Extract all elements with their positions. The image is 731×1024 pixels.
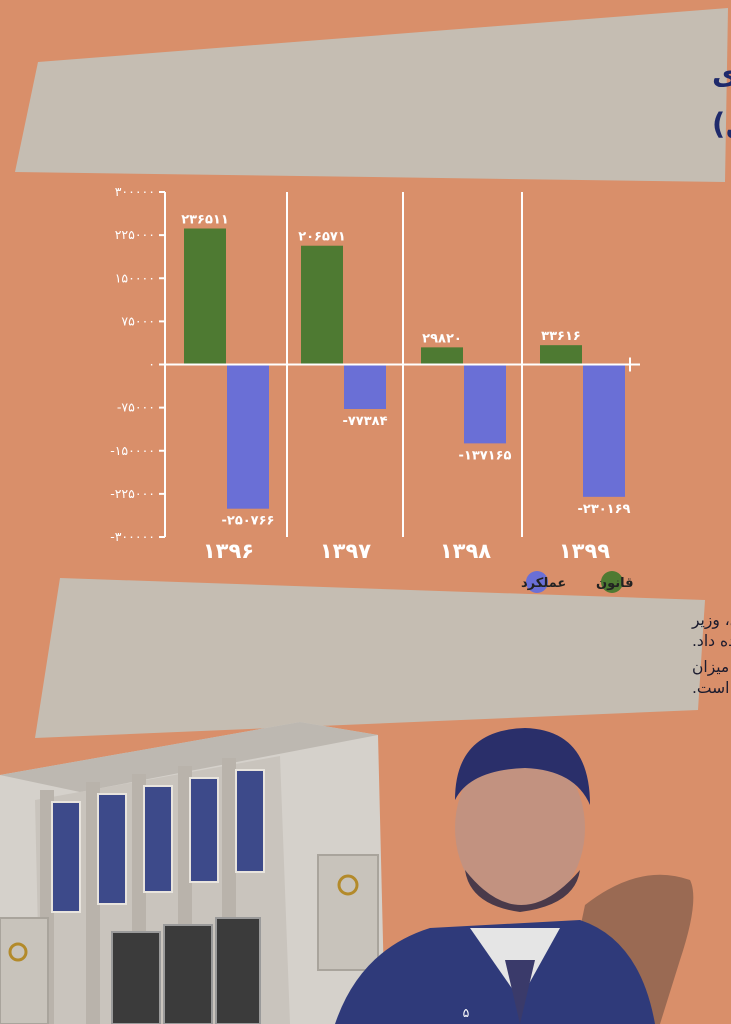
data-label: ۲۹۸۲۰ (422, 331, 462, 346)
title-banner (15, 8, 728, 182)
bar-law (540, 345, 582, 365)
bar-law (421, 347, 463, 365)
y-tick-label: -۲۲۵۰۰۰ (110, 486, 155, 501)
y-tick-label: -۱۵۰۰۰۰ (110, 443, 155, 458)
note-line-3: گزارش دیوان محاسبات نشان می‌دهد که در ۶ … (692, 658, 731, 676)
legend-label-performance: عملکرد (521, 576, 566, 591)
y-tick-label: -۷۵۰۰۰ (117, 400, 155, 415)
note-line-4: عملکرد زیان انباشته ۹ بانک دولتی به رقم … (692, 679, 731, 698)
ministry-sign-right (317, 854, 379, 971)
data-label: ۲۰۶۵۷۱ (298, 230, 346, 245)
category-label: ۱۳۹۶ (203, 539, 254, 563)
bar-law (301, 245, 343, 365)
y-tick-label: ۰ (148, 357, 155, 372)
legend: قانون عملکرد (521, 571, 634, 593)
page-title-line-2: ۱۳۹۶ لغایت ۱۳۹۹ (میلیارد ریال) (712, 107, 731, 141)
category-labels: ۱۳۹۶ ۱۳۹۷ ۱۳۹۸ ۱۳۹۹ (203, 539, 610, 563)
ministry-sign-left (0, 917, 49, 1024)
bar-performance (344, 364, 386, 409)
data-label: -۲۳۰۱۶۹ (577, 502, 630, 517)
y-tick-label: ۷۵۰۰۰ (121, 313, 155, 328)
y-axis: ۳۰۰۰۰۰ ۲۲۵۰۰۰ ۱۵۰۰۰۰ ۷۵۰۰۰ ۰ -۷۵۰۰۰ -۱۵۰۰۰۰ -۲۲… (110, 184, 166, 544)
y-tick-label: -۳۰۰۰۰۰ (110, 529, 155, 544)
note-line-1: طی روزهای ابتدایی استقرار دولت سیزدهم سی… (691, 611, 731, 630)
data-label: ۲۳۶۵۱۱ (181, 213, 229, 228)
legend-swatch-performance (526, 571, 548, 593)
category-label: ۱۳۹۹ (559, 539, 610, 563)
minister-portrait-illustration (335, 728, 694, 1024)
page-title-line-1: عملکرد سودآوری ۹ بانک دولتی طی سال‌های (712, 56, 731, 91)
note-line-2: اقتصاد و دارایی از انتشار صورت‌های مالی … (692, 632, 731, 651)
bar-performance (464, 364, 506, 444)
y-tick-label: ۲۲۵۰۰۰ (115, 227, 155, 242)
bar-performance (583, 364, 625, 497)
data-label: -۱۳۷۱۶۵ (458, 448, 511, 463)
emblem-icon (8, 942, 28, 962)
data-labels: ۲۳۶۵۱۱ -۲۵۰۷۶۶ ۲۰۶۵۷۱ -۷۷۳۸۴ ۲۹۸۲۰ -۱۳۷۱۶۵ ۳۳۶… (181, 213, 630, 529)
y-tick-label: ۳۰۰۰۰۰ (115, 184, 155, 199)
data-label: ۳۳۶۱۶ (541, 329, 581, 344)
note-banner (35, 578, 705, 738)
page-mark: ۵ (463, 1005, 470, 1020)
bar-performance (227, 364, 269, 509)
emblem-icon (337, 874, 359, 896)
x-axis (165, 357, 640, 372)
data-label: -۷۷۳۸۴ (342, 414, 387, 429)
bar-chart: ۳۰۰۰۰۰ ۲۲۵۰۰۰ ۱۵۰۰۰۰ ۷۵۰۰۰ ۰ -۷۵۰۰۰ -۱۵۰۰۰۰ -۲۲… (110, 184, 640, 563)
ministry-building-illustration (0, 722, 385, 1024)
data-label: -۲۵۰۷۶۶ (221, 514, 274, 529)
category-label: ۱۳۹۷ (320, 539, 371, 563)
category-label: ۱۳۹۸ (440, 539, 491, 563)
bars (184, 228, 625, 509)
bar-law (184, 228, 226, 365)
legend-label-law: قانون (596, 576, 634, 591)
legend-swatch-law (601, 571, 623, 593)
y-tick-label: ۱۵۰۰۰۰ (115, 270, 155, 285)
